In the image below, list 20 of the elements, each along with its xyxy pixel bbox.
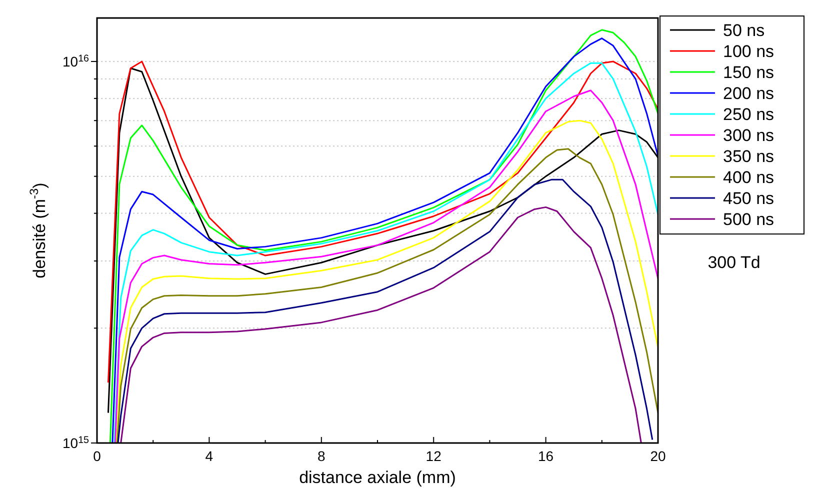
y-tick-label: 10$^{16}$ xyxy=(62,52,90,70)
legend-label: 350 ns xyxy=(723,147,774,166)
text: 300 Td xyxy=(708,253,760,272)
y-tick-label: 10$^{15}$ xyxy=(62,434,90,451)
legend-label: 150 ns xyxy=(723,63,774,82)
x-tick-label: 12 xyxy=(426,448,442,464)
x-tick-label: 20 xyxy=(650,448,666,464)
legend-label: 50 ns xyxy=(723,21,765,40)
x-axis-title: distance axiale (mm) xyxy=(299,468,456,487)
legend-label: 250 ns xyxy=(723,105,774,124)
legend-label: 450 ns xyxy=(723,189,774,208)
legend-label: 200 ns xyxy=(723,84,774,103)
x-tick-label: 4 xyxy=(205,448,214,464)
legend-label: 500 ns xyxy=(723,210,774,229)
x-tick-label: 0 xyxy=(93,448,102,464)
legend-label: 100 ns xyxy=(723,42,774,61)
x-tick-label: 16 xyxy=(538,448,554,464)
x-tick-label: 8 xyxy=(318,448,326,464)
legend-label: 300 ns xyxy=(723,126,774,145)
legend-label: 400 ns xyxy=(723,168,774,187)
